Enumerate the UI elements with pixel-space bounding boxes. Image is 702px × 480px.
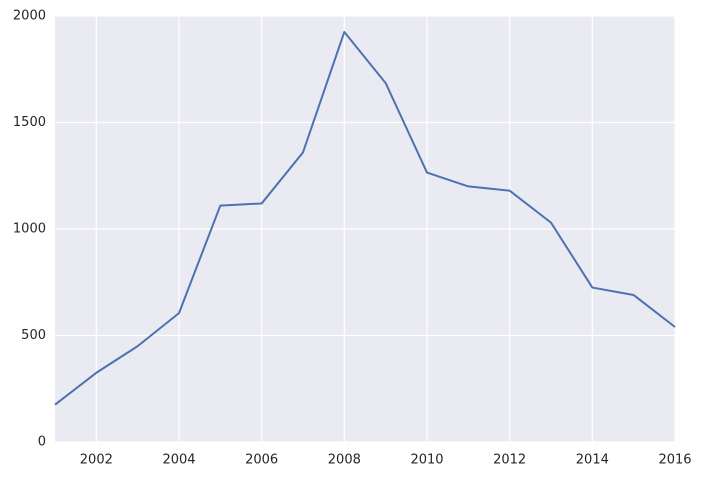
x-tick-label: 2010 [410, 453, 443, 468]
y-tick-label: 500 [21, 328, 46, 343]
y-tick-label: 1000 [13, 222, 46, 237]
x-tick-label: 2014 [576, 453, 609, 468]
x-tick-label: 2002 [80, 453, 113, 468]
data-line [54, 30, 676, 406]
x-tick-label: 2004 [162, 453, 195, 468]
y-tick-label: 1500 [13, 115, 46, 130]
y-tick-label: 0 [38, 435, 46, 450]
x-tick-label: 2012 [493, 453, 526, 468]
y-tick-label: 2000 [13, 9, 46, 24]
x-tick-label: 2016 [658, 453, 691, 468]
x-tick-label: 2006 [245, 453, 278, 468]
x-tick-label: 2008 [328, 453, 361, 468]
